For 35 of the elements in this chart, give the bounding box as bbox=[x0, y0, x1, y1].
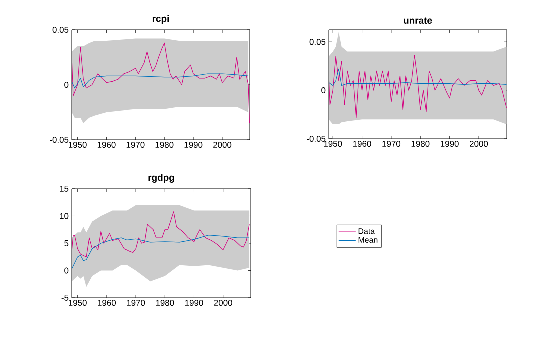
y-tick-label: 10 bbox=[60, 213, 69, 220]
x-tick-label: 1980 bbox=[156, 300, 174, 306]
x-tick-label: 2000 bbox=[214, 142, 232, 148]
x-tick-label: 1950 bbox=[324, 141, 342, 148]
line-series bbox=[72, 235, 250, 270]
y-tick-label: 0.05 bbox=[52, 27, 69, 33]
x-tick-label: 1960 bbox=[353, 141, 372, 148]
x-tick-label: 1960 bbox=[98, 300, 116, 306]
x-tick-label: 1980 bbox=[412, 141, 430, 148]
y-tick-label: 0 bbox=[322, 88, 326, 94]
y-tick-label: 15 bbox=[60, 186, 69, 192]
line-series bbox=[72, 74, 249, 89]
x-tick-label: 2000 bbox=[470, 141, 488, 148]
chart-title: unrate bbox=[404, 18, 432, 24]
chart-title: rcpi bbox=[152, 15, 170, 24]
y-tick-label: 0 bbox=[64, 82, 69, 88]
x-tick-label: 1970 bbox=[126, 142, 145, 148]
x-tick-label: 1990 bbox=[441, 141, 459, 148]
x-tick-label: 1990 bbox=[185, 300, 204, 306]
x-tick-label: 1950 bbox=[69, 300, 87, 306]
x-tick-label: 1980 bbox=[156, 142, 174, 148]
x-tick-label: 1960 bbox=[98, 142, 116, 148]
x-tick-label: 1950 bbox=[69, 142, 87, 148]
y-tick-label: 0 bbox=[64, 268, 69, 274]
y-tick-label: 0.05 bbox=[310, 39, 326, 46]
y-tick-label: -0.05 bbox=[307, 136, 326, 142]
y-tick-label: 5 bbox=[64, 240, 69, 246]
x-tick-label: 1990 bbox=[184, 142, 203, 148]
chart-title: rgdpg bbox=[148, 174, 174, 183]
y-tick-label: -5 bbox=[62, 295, 69, 301]
x-tick-label: 1970 bbox=[127, 300, 146, 306]
y-tick-label: -0.05 bbox=[50, 137, 69, 143]
x-tick-label: 1970 bbox=[382, 141, 401, 148]
line-series bbox=[72, 212, 250, 258]
x-tick-label: 2000 bbox=[214, 300, 232, 306]
